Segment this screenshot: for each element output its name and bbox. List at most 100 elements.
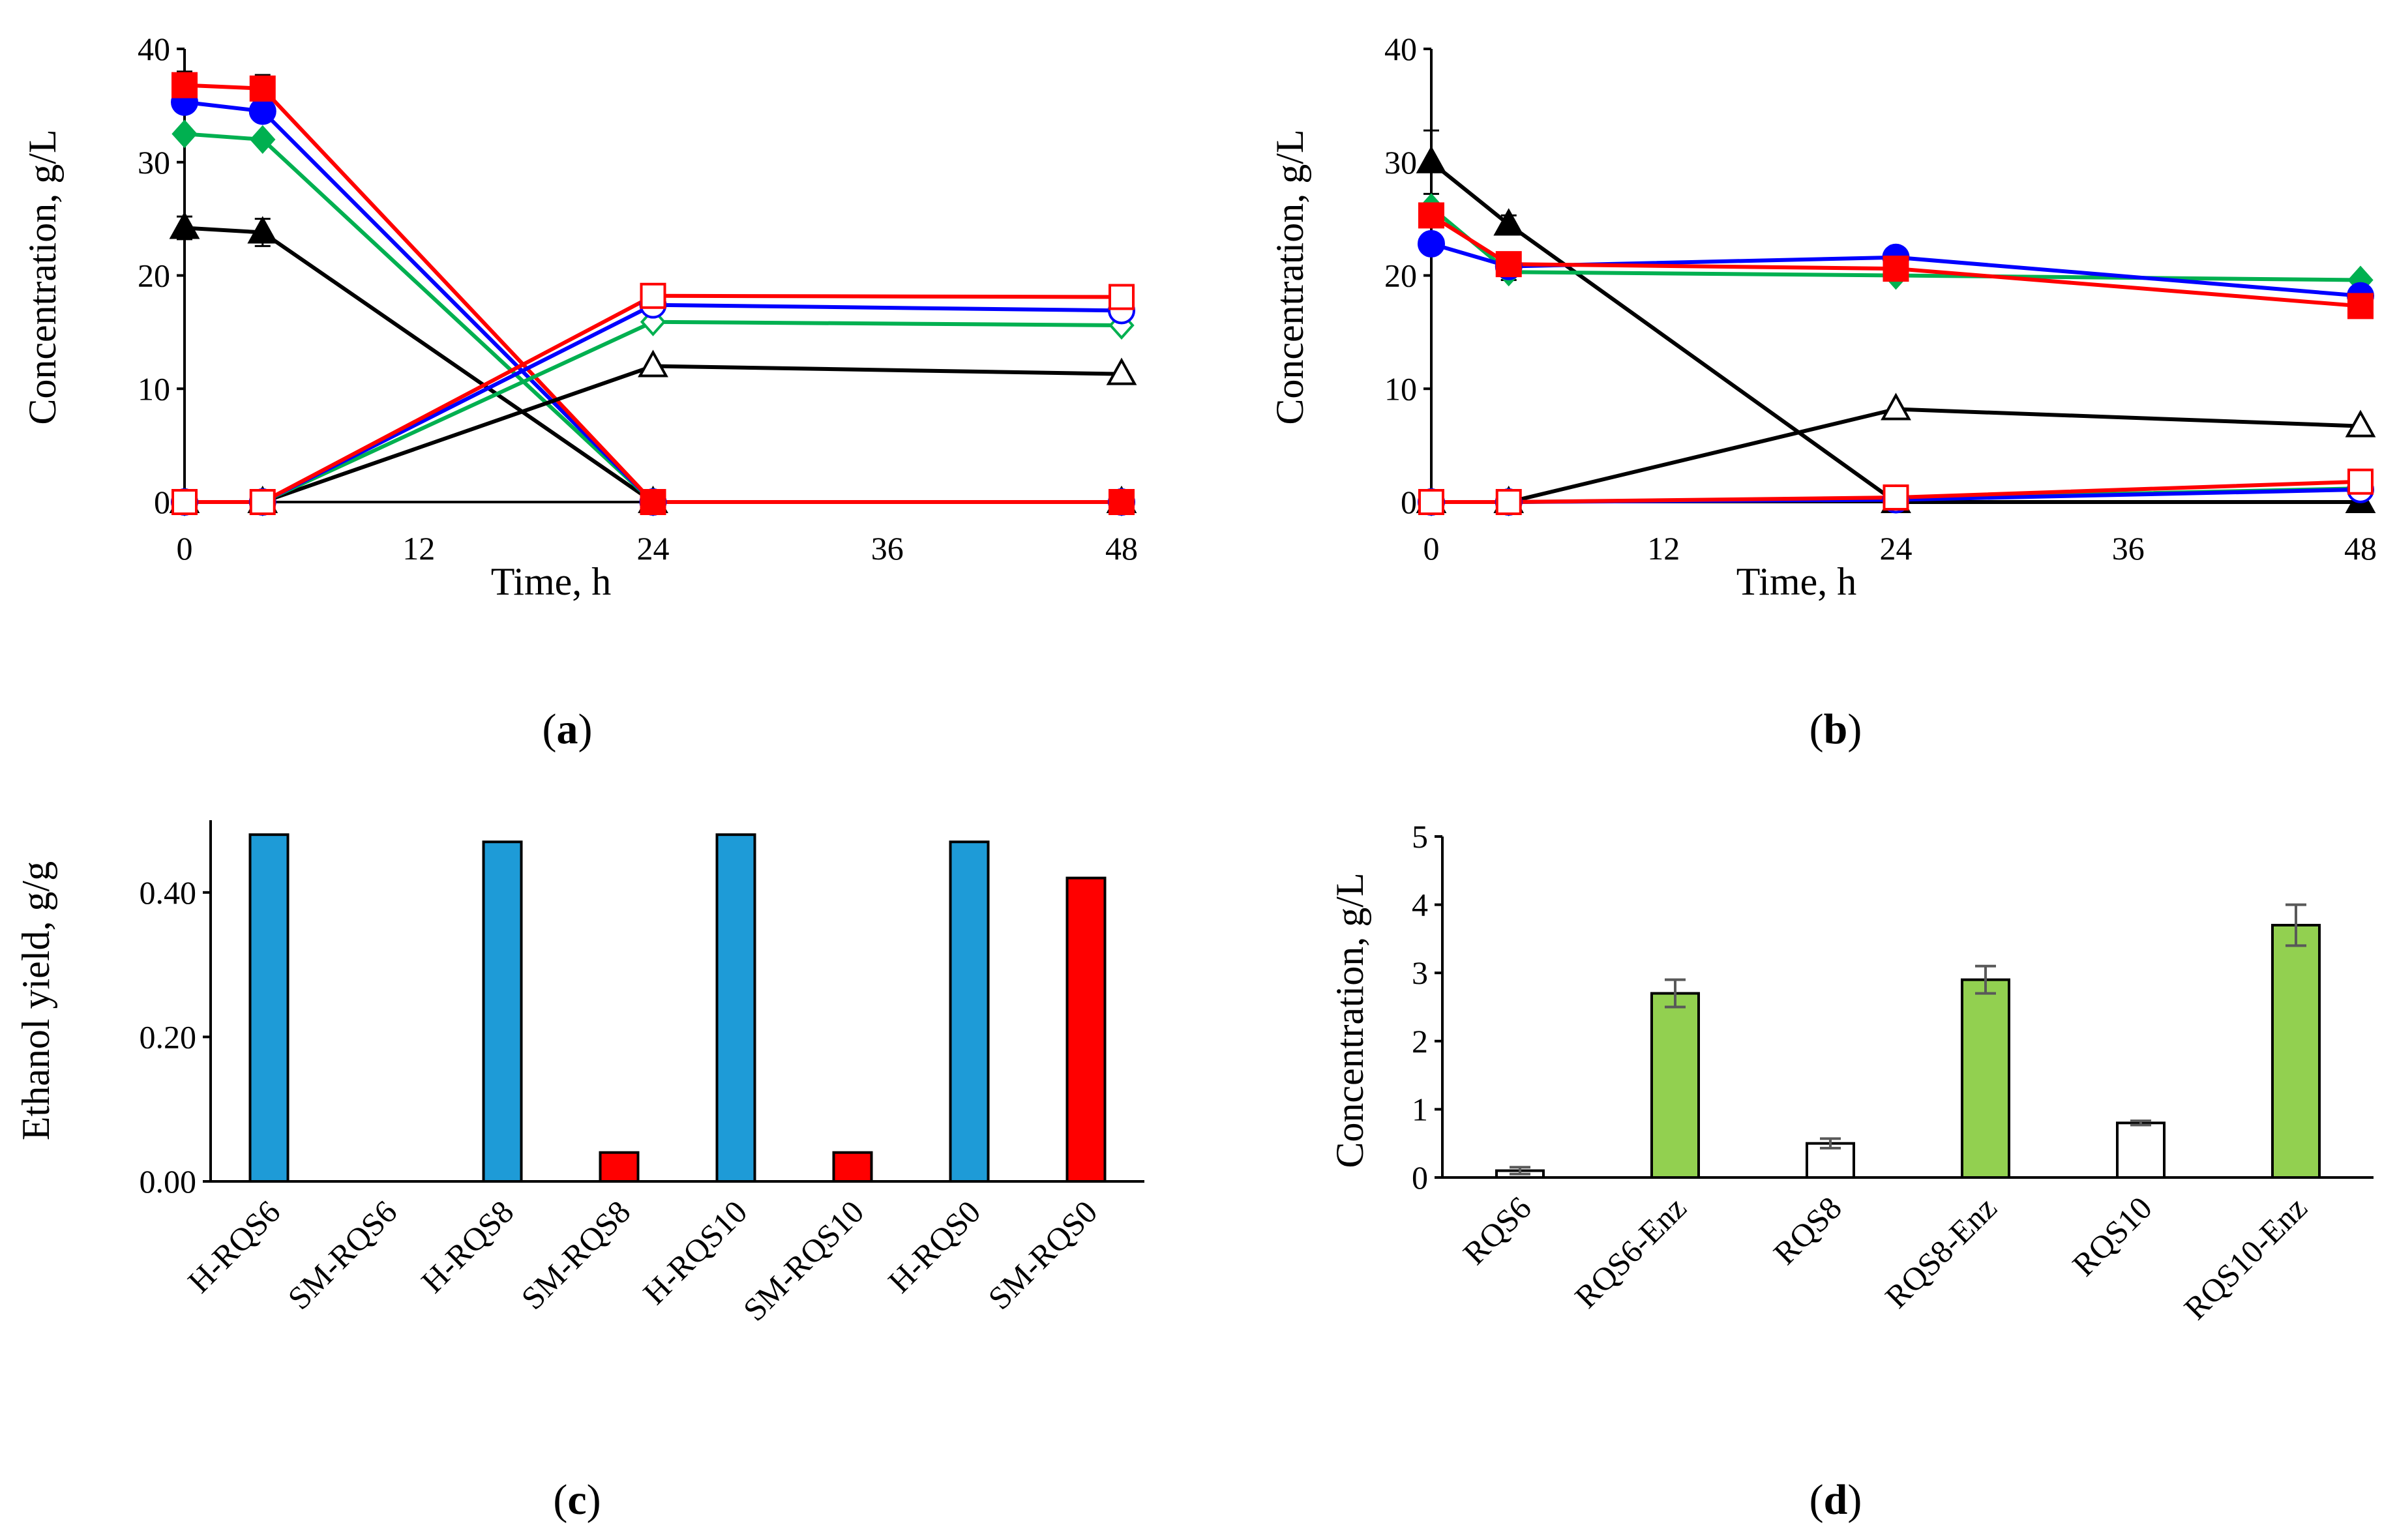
data-point [249, 75, 276, 102]
x-tick-label: 0 [1423, 530, 1440, 567]
x-tick-label: 24 [1880, 530, 1913, 567]
data-point [640, 489, 666, 515]
panel-b-y-axis-label: Concentration, g/L [1268, 129, 1311, 424]
data-point [247, 216, 278, 244]
bar [248, 833, 290, 1183]
data-point [171, 489, 198, 515]
x-category-label: RQS8-Enz [1878, 1189, 2004, 1315]
data-point [171, 72, 198, 98]
y-tick-label: 0.00 [140, 1163, 197, 1200]
y-tick-label: 20 [138, 258, 170, 294]
panel-c-bar-chart: Ethanol yield, g/g (c) 0.00 0.20 0.40 H-RQS… [14, 820, 1144, 1524]
x-category-label: H-RQS6 [181, 1193, 287, 1299]
y-tick-label: 1 [1412, 1091, 1428, 1127]
data-point [248, 97, 276, 125]
data-point [1109, 489, 1135, 515]
data-point [169, 211, 200, 239]
bar [1065, 876, 1107, 1183]
data-point [1106, 357, 1137, 385]
data-point [1495, 251, 1522, 278]
panel-a-y-axis-label: Concentration, g/L [21, 129, 64, 424]
bar [715, 833, 756, 1183]
series-line [185, 364, 1122, 504]
y-tick-label: 0.20 [140, 1018, 197, 1055]
panel-d-bar-chart: Concentration, g/L (d) 0 1 2 3 4 5 RQS6 RQS6-En… [1328, 818, 2374, 1524]
x-category-label: RQS8 [1766, 1189, 1849, 1271]
y-tick-label: 4 [1412, 887, 1428, 923]
bar [949, 840, 990, 1183]
panel-a-x-axis-label: Time, h [491, 560, 612, 603]
bar [832, 1151, 873, 1183]
data-point [1418, 489, 1444, 515]
series-line [185, 319, 1122, 504]
bar [482, 840, 523, 1183]
x-category-label: H-RQS8 [414, 1193, 520, 1299]
data-point [1883, 256, 1909, 282]
series-line [184, 83, 1122, 504]
x-category-label: SM-RQS0 [981, 1193, 1104, 1316]
y-tick-label: 40 [1384, 31, 1417, 67]
data-point [2345, 409, 2376, 437]
x-tick-label: 36 [871, 530, 904, 567]
panel-d-label: (d) [1809, 1476, 1862, 1524]
bar [1650, 992, 1700, 1179]
data-point [1495, 489, 1522, 515]
x-tick-label: 48 [1105, 530, 1138, 567]
data-point [1109, 284, 1135, 310]
panel-b-label: (b) [1809, 705, 1862, 753]
bar [2271, 923, 2321, 1179]
data-point [2347, 293, 2374, 319]
y-tick-label: 40 [138, 31, 170, 67]
panel-b-x-axis-label: Time, h [1736, 560, 1857, 603]
data-point [638, 349, 668, 378]
x-category-label: RQS6-Enz [1568, 1189, 1693, 1315]
panel-c-y-axis-label: Ethanol yield, g/g [14, 861, 57, 1140]
data-point [1493, 208, 1525, 236]
y-tick-label: 10 [138, 370, 170, 407]
panel-d-y-axis-label: Concentration, g/L [1328, 872, 1371, 1168]
data-point [1881, 392, 1911, 421]
data-point [1883, 484, 1909, 511]
x-category-label: SM-RQS10 [736, 1193, 871, 1328]
data-point [1416, 145, 1447, 173]
x-tick-label: 24 [637, 530, 670, 567]
panel-a-line-chart: Concentration, g/L Time, h (a) 0 10 20 30 40… [21, 31, 1138, 753]
y-tick-label: 0 [154, 484, 170, 520]
x-tick-label: 12 [1647, 530, 1680, 567]
data-point [249, 489, 276, 515]
bar [2116, 1121, 2166, 1179]
y-tick-label: 20 [1384, 258, 1417, 294]
y-tick-label: 0 [1401, 484, 1417, 520]
series-line [1430, 213, 2361, 308]
bar [1961, 978, 2010, 1179]
data-point [640, 282, 666, 309]
y-tick-label: 30 [1384, 144, 1417, 181]
data-point [1418, 202, 1444, 229]
series-line [1431, 241, 2361, 298]
y-tick-label: 0.40 [140, 874, 197, 911]
x-category-label: H-RQS10 [636, 1193, 754, 1311]
series-line [1430, 160, 2360, 504]
y-tick-label: 5 [1412, 818, 1428, 855]
x-category-label: SM-RQS8 [514, 1193, 637, 1316]
y-tick-label: 2 [1412, 1023, 1428, 1059]
x-category-label: RQS10 [2065, 1189, 2159, 1283]
series-line [1431, 479, 2361, 504]
y-tick-label: 3 [1412, 955, 1428, 991]
panel-a-label: (a) [543, 705, 593, 753]
x-category-label: SM-RQS6 [280, 1193, 404, 1316]
panel-b-line-chart: Concentration, g/L Time, h (b) 0 10 20 30 40… [1268, 31, 2377, 753]
panel-c-label: (c) [553, 1476, 601, 1524]
y-tick-label: 30 [138, 144, 170, 181]
x-tick-label: 12 [402, 530, 435, 567]
y-tick-label: 10 [1384, 370, 1417, 407]
y-tick-label: 0 [1412, 1159, 1428, 1196]
x-category-label: RQS6 [1456, 1189, 1538, 1271]
bar [599, 1151, 640, 1183]
series-line [185, 293, 1122, 504]
data-point [1418, 230, 1445, 258]
x-tick-label: 0 [177, 530, 193, 567]
data-point [2347, 468, 2374, 495]
x-category-label: H-RQS0 [881, 1193, 987, 1299]
